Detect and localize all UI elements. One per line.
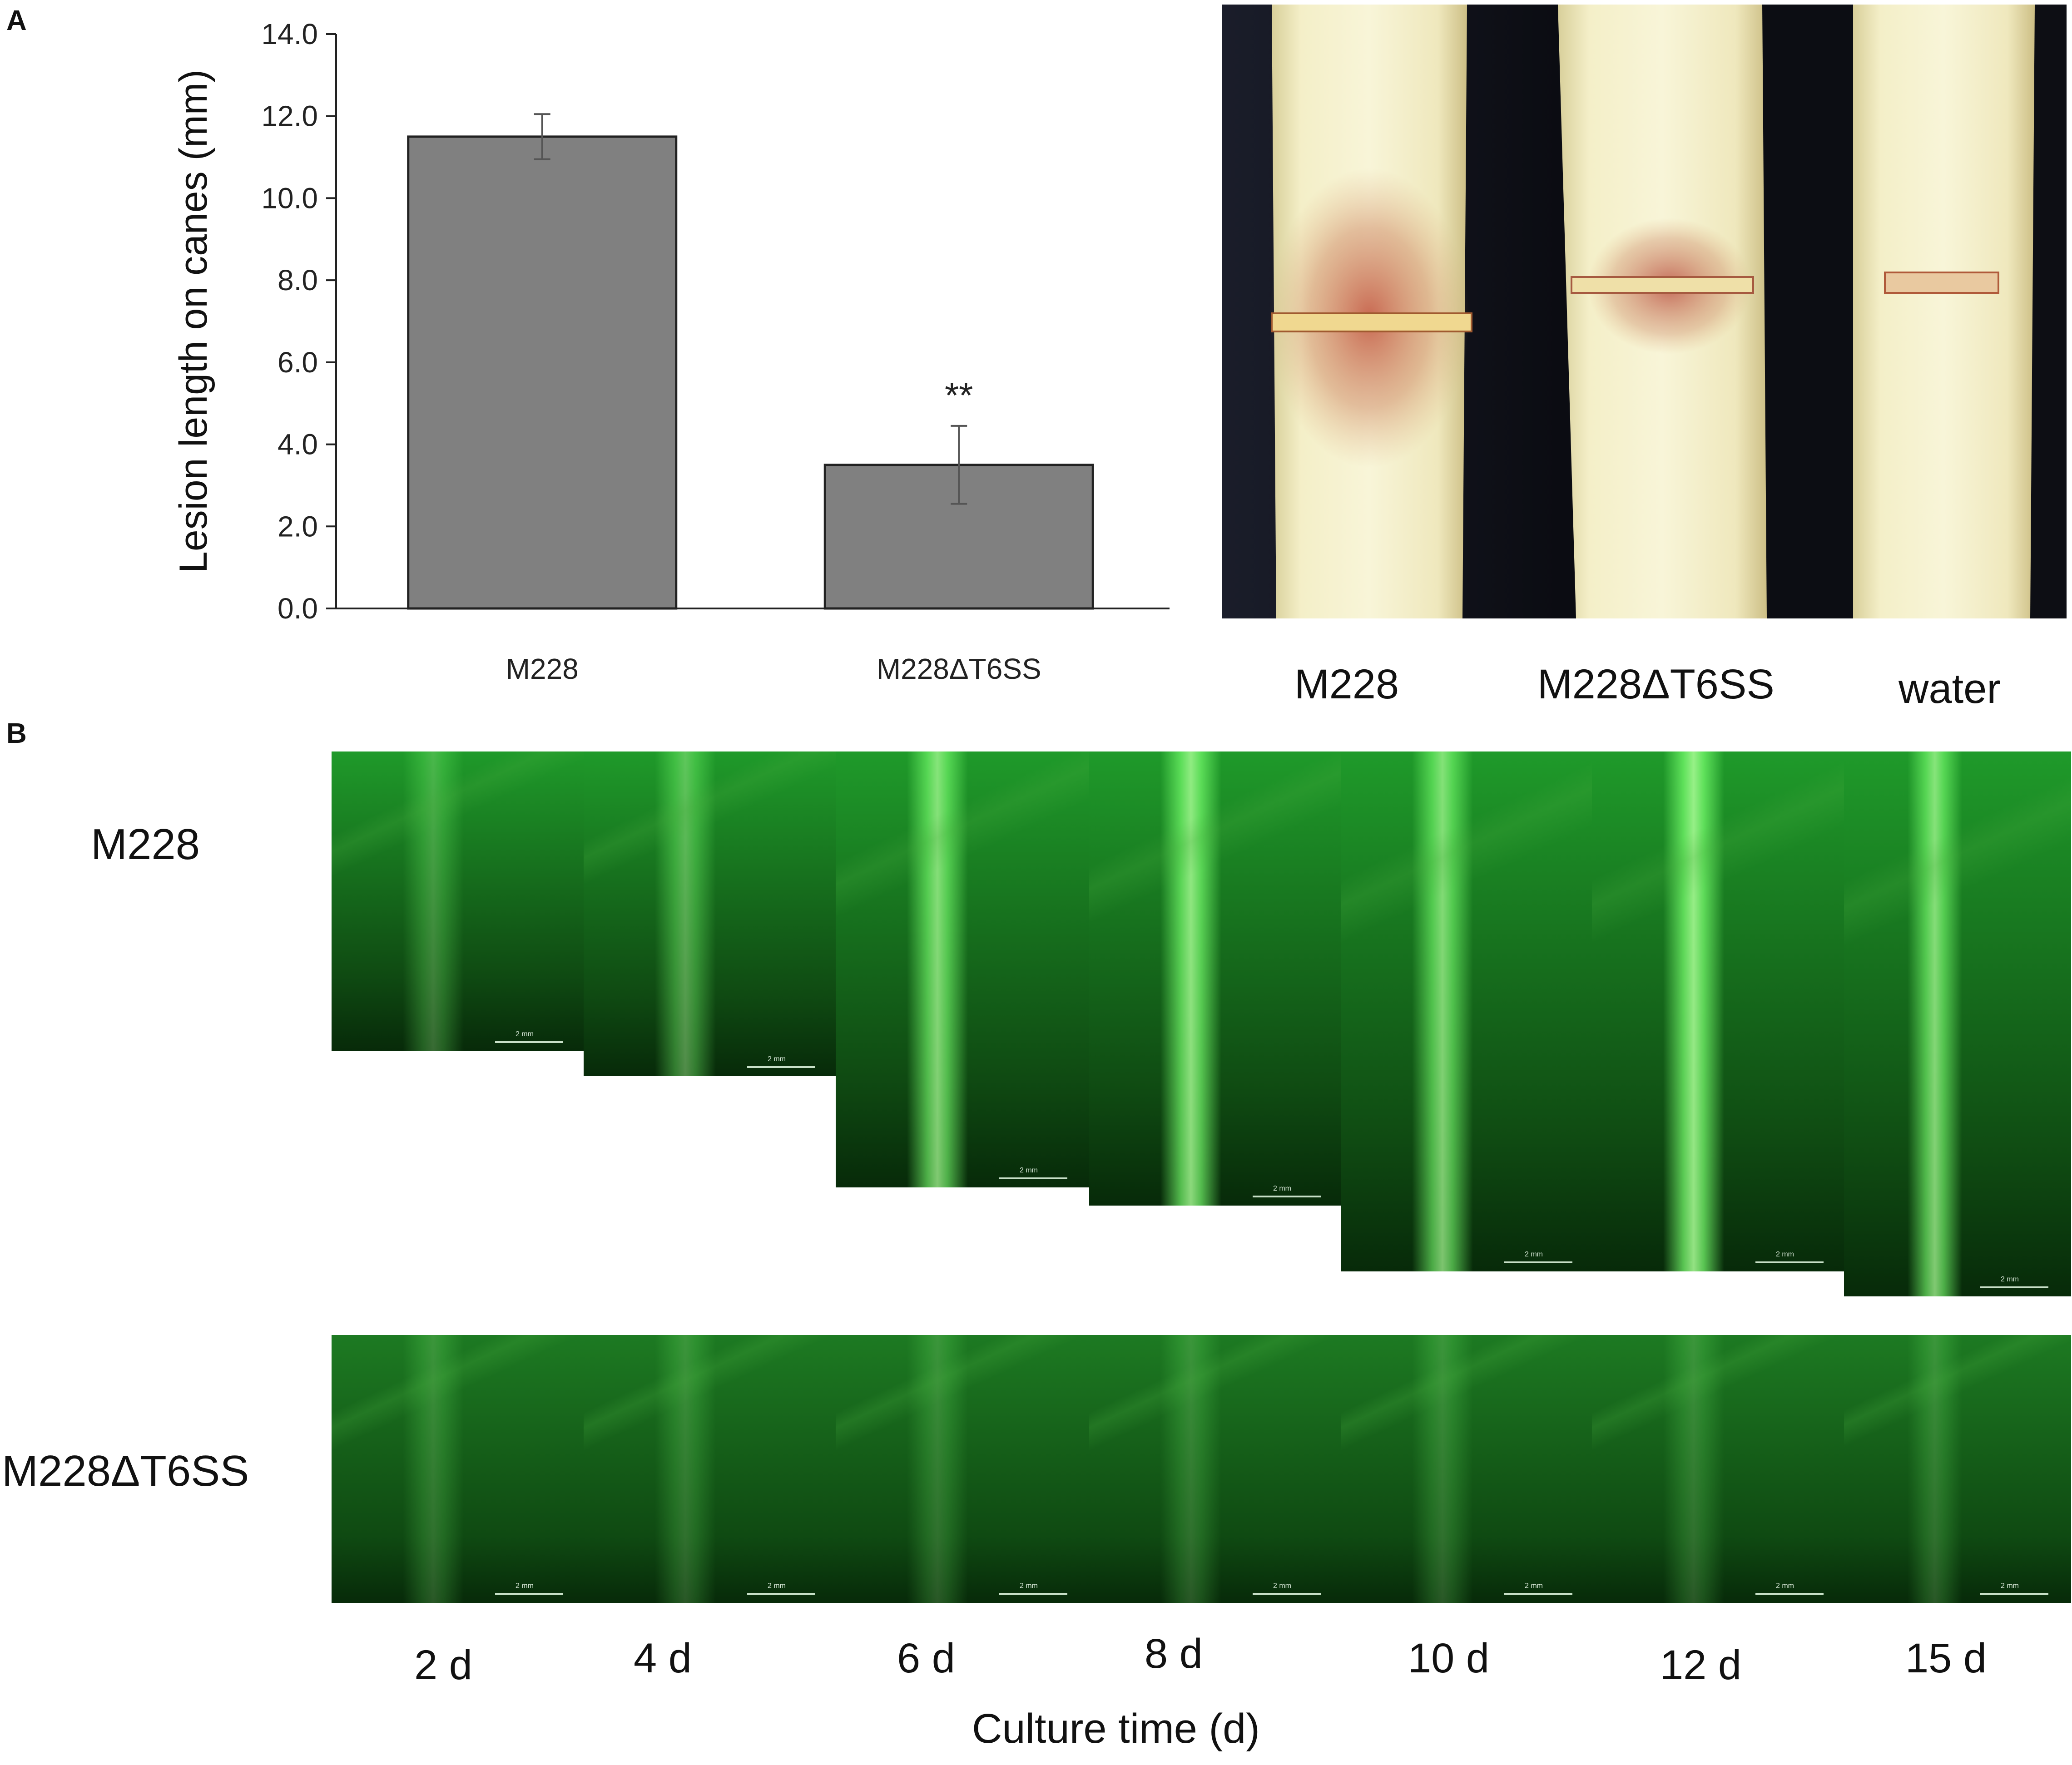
scale-bar: [1980, 1593, 2048, 1595]
scale-bar: [1253, 1593, 1321, 1595]
bar-m228dt6ss: [823, 464, 1094, 610]
scale-bar-label: 2 mm: [1273, 1582, 1291, 1590]
scale-bar: [1504, 1593, 1572, 1595]
wound-m228dt6ss: [1571, 276, 1754, 294]
scale-bar-label: 2 mm: [1273, 1185, 1291, 1192]
culture-time-xlabel: Culture time (d): [972, 1706, 1260, 1752]
scale-bar: [1755, 1593, 1824, 1595]
scale-bar: [747, 1066, 815, 1068]
cane-label-m228dt6ss: M228ΔT6SS: [1537, 661, 1775, 707]
wound-water: [1884, 272, 1999, 294]
row-label-m228dt6ss: M228ΔT6SS: [2, 1447, 249, 1495]
day-label-2d: 2 d: [414, 1642, 472, 1688]
scale-bar-label: 2 mm: [1020, 1167, 1038, 1174]
lesion-bar-chart: 0.0 2.0 4.0 6.0 8.0 10.0 12.0 14.0 Lesion length…: [172, 18, 1170, 685]
cane-label-m228: M228: [1294, 661, 1399, 707]
day-label-10d: 10 d: [1408, 1635, 1490, 1681]
y-tick-label: 10.0: [261, 182, 318, 214]
wound-m228: [1271, 312, 1472, 332]
y-tick-label: 8.0: [278, 264, 318, 297]
fluorescence-image-m228-4d: 2 mm: [584, 751, 838, 1076]
y-tick-label: 2.0: [278, 510, 318, 543]
scale-bar-label: 2 mm: [2001, 1276, 2019, 1283]
fluorescence-image-m228-12d: 2 mm: [1592, 751, 1846, 1271]
scale-bar: [999, 1177, 1067, 1179]
fluorescence-image-m228dt6ss-2d: 2 mm: [332, 1335, 586, 1603]
fluorescence-image-m228dt6ss-4d: 2 mm: [584, 1335, 838, 1603]
y-tick-label: 6.0: [278, 346, 318, 379]
y-axis-label: Lesion length on canes (mm): [172, 69, 215, 573]
scale-bar-label: 2 mm: [1020, 1582, 1038, 1590]
day-label-15d: 15 d: [1905, 1635, 1987, 1681]
scale-bar: [1755, 1261, 1824, 1263]
cane-label-water: water: [1899, 666, 2001, 712]
fluorescence-image-m228-2d: 2 mm: [332, 751, 586, 1051]
scale-bar: [1253, 1196, 1321, 1197]
scale-bar-label: 2 mm: [2001, 1582, 2019, 1590]
y-tick-label: 12.0: [261, 100, 318, 133]
scale-bar-label: 2 mm: [1525, 1251, 1543, 1258]
fluorescence-image-m228-8d: 2 mm: [1089, 751, 1343, 1206]
scale-bar: [495, 1041, 563, 1043]
row-label-m228: M228: [91, 820, 200, 869]
cane-water: [1853, 5, 2035, 618]
panel-letter-a: A: [6, 5, 27, 36]
fluorescence-image-m228dt6ss-8d: 2 mm: [1089, 1335, 1343, 1603]
fluorescence-image-m228dt6ss-10d: 2 mm: [1341, 1335, 1595, 1603]
fluorescence-image-m228dt6ss-15d: 2 mm: [1844, 1335, 2071, 1603]
fluorescence-image-m228-6d: 2 mm: [836, 751, 1090, 1187]
scale-bar-label: 2 mm: [1776, 1582, 1794, 1590]
day-label-4d: 4 d: [634, 1635, 692, 1681]
scale-bar: [747, 1593, 815, 1595]
scale-bar: [1504, 1261, 1572, 1263]
panel-letter-b: B: [6, 718, 27, 749]
scale-bar-label: 2 mm: [516, 1030, 534, 1038]
bar-m228: [407, 135, 678, 610]
cane-photo-drawing: [1269, 5, 2035, 618]
scale-bar: [495, 1593, 563, 1595]
cane-photo: [1222, 5, 2067, 618]
fluorescence-image-m228dt6ss-12d: 2 mm: [1592, 1335, 1846, 1603]
fluorescence-image-m228dt6ss-6d: 2 mm: [836, 1335, 1090, 1603]
scale-bar: [1980, 1286, 2048, 1288]
scale-bar-label: 2 mm: [1776, 1251, 1794, 1258]
scale-bar-label: 2 mm: [768, 1055, 786, 1063]
day-label-8d: 8 d: [1145, 1631, 1203, 1677]
day-label-12d: 12 d: [1660, 1642, 1742, 1688]
scale-bar-label: 2 mm: [516, 1582, 534, 1590]
scale-bar: [999, 1593, 1067, 1595]
scale-bar-label: 2 mm: [1525, 1582, 1543, 1590]
y-tick-label: 4.0: [278, 428, 318, 461]
day-label-6d: 6 d: [897, 1635, 955, 1681]
y-tick-label: 14.0: [261, 18, 318, 50]
fluorescence-image-m228-15d: 2 mm: [1844, 751, 2071, 1296]
y-tick-label: 0.0: [278, 592, 318, 625]
category-label: M228ΔT6SS: [877, 653, 1041, 685]
scale-bar-label: 2 mm: [768, 1582, 786, 1590]
category-label: M228: [506, 653, 579, 685]
fluorescence-image-m228-10d: 2 mm: [1341, 751, 1595, 1271]
significance-label: **: [945, 375, 973, 415]
